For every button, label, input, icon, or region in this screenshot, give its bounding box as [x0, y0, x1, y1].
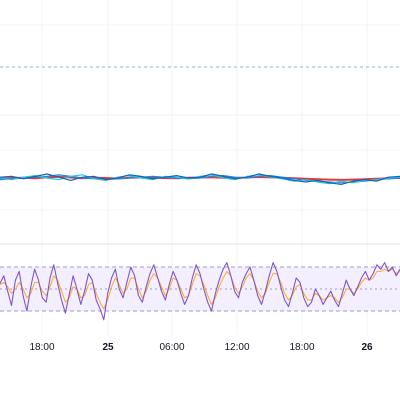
price-pane[interactable]	[0, 173, 400, 185]
time-axis-tick-label: 12:00	[224, 342, 249, 353]
time-axis-tick-label: 06:00	[159, 342, 184, 353]
oscillator-pane[interactable]	[0, 262, 400, 321]
time-axis-tick-label: 18:00	[29, 342, 54, 353]
price-series-line	[0, 173, 400, 185]
oscillator-levels	[0, 266, 400, 312]
time-axis[interactable]: 18:00 25 06:00 12:00 18:00 26	[29, 342, 373, 353]
time-axis-tick-label: 18:00	[289, 342, 314, 353]
time-axis-tick-label: 25	[102, 342, 114, 353]
time-axis-tick-label: 26	[361, 342, 373, 353]
grid	[0, 0, 400, 335]
oscillator-line	[0, 262, 400, 321]
